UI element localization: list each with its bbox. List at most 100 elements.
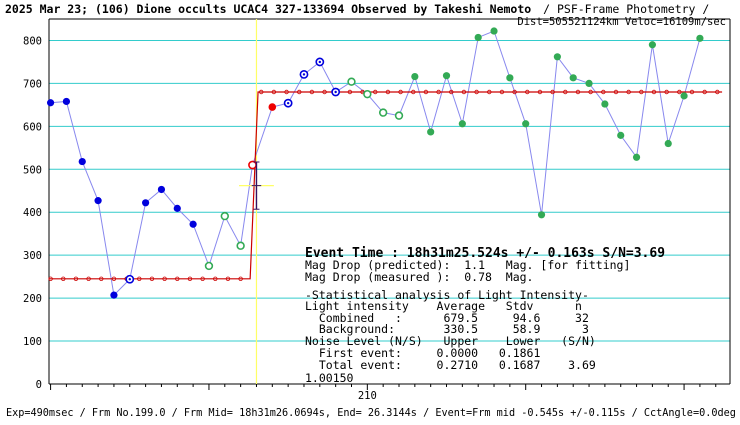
data-point [173,204,181,212]
model-marker [487,89,492,95]
model-marker [61,276,66,281]
data-point [648,41,656,49]
model-marker [411,89,416,95]
model-marker [175,276,180,281]
model-marker [499,89,505,95]
chart-title-method: / PSF-Frame Photometry / [543,2,709,16]
data-point-center [318,60,322,64]
model-marker [385,89,391,95]
model-marker [702,89,707,95]
stats-line-8: First event: 0.0000 0.1861 [305,346,540,360]
data-point [78,157,86,166]
y-tick-label: 100 [23,336,42,348]
footer-info: Exp=490msec / Frm No.199.0 / Frm Mid= 18… [6,408,736,419]
model-marker [225,276,231,281]
data-point [46,99,55,107]
data-point [474,33,482,42]
data-point [157,185,166,194]
stats-line-4: Light intensity Average Stdv n [305,299,582,313]
model-marker [525,89,530,95]
model-marker [601,89,606,95]
model-marker [626,89,631,95]
y-tick-label: 400 [23,207,42,219]
model-marker [588,89,593,95]
data-point [664,139,672,148]
data-point [142,199,150,207]
model-marker [398,89,403,95]
stats-line-3: -Statistical analysis of Light Intensity… [305,288,589,302]
stats-panel: Event Time : 18h31m25.524s +/- 0.163s S/… [305,246,665,372]
data-point [490,27,498,35]
model-marker [162,276,167,281]
axis-value-label: 1.00150 [305,371,354,385]
y-tick-label: 800 [23,35,42,47]
model-marker [563,89,568,95]
model-marker [677,89,682,95]
model-marker [449,89,454,95]
data-point [378,108,388,117]
data-point [110,291,118,299]
data-point [553,53,561,61]
data-point [537,211,546,219]
data-point [363,89,372,99]
data-point [347,77,356,86]
model-marker [187,276,193,281]
chart-subtitle: Dist=505521124km Veloc=16109m/sec [517,16,726,28]
model-marker [512,89,517,95]
model-marker [575,89,581,95]
data-point [585,79,593,88]
model-marker [271,89,277,95]
data-point [427,128,435,136]
model-marker [200,276,205,281]
x-tick-labels: 210 [50,384,717,402]
stats-line-6: Background: 330.5 58.9 3 [305,322,589,336]
data-point-center [302,73,306,76]
data-point [617,131,625,139]
stats-line-1: Mag Drop (predicted): 1.1 Mag. [for fitt… [305,258,630,272]
model-marker [474,89,479,95]
gridlines [49,39,730,342]
data-point-center [128,278,131,281]
data-point [506,74,514,82]
model-marker [111,276,117,281]
y-tick-label: 600 [23,121,42,133]
model-marker [550,89,555,95]
model-marker [137,276,142,281]
y-tick-labels: 0 100 200 300 400 500 600 700 800 [23,35,42,391]
data-point [696,34,704,42]
data-point [189,220,197,228]
data-point [394,111,404,120]
y-tick-label: 200 [23,293,42,305]
y-tick-label: 0 [36,379,42,391]
data-point [204,261,214,271]
data-point-center [286,101,290,105]
y-tick-label: 300 [23,250,42,262]
model-marker [284,89,289,95]
data-point [94,197,102,205]
data-point [62,97,71,106]
model-marker [322,89,327,95]
data-point [268,103,277,111]
model-marker [639,89,644,95]
event-error-bar [239,161,274,210]
model-marker [613,89,619,95]
event-time-text: Event Time : 18h31m25.524s +/- 0.163s S/… [305,246,665,261]
data-point [411,72,419,81]
data-points [46,27,704,299]
model-marker [99,276,104,281]
data-point [236,241,245,250]
model-marker [347,89,353,95]
data-point [632,153,641,161]
model-marker [664,89,669,95]
axes [48,18,731,385]
data-point [220,211,229,221]
model-marker [689,89,695,95]
data-point [680,92,688,100]
model-marker [461,89,467,95]
model-marker [423,89,429,95]
model-marker [651,89,657,95]
data-point [522,120,530,128]
model-marker [436,89,441,95]
model-marker [715,89,720,95]
